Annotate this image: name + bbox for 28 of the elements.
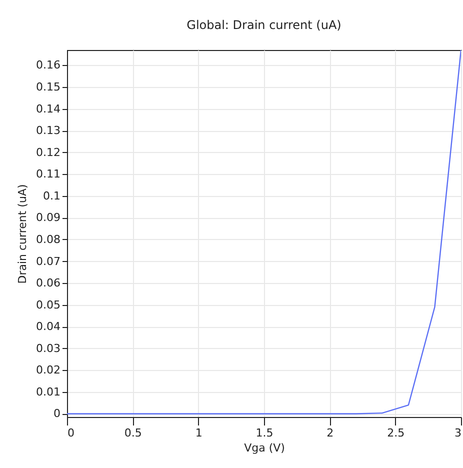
y-tick-label: 0.04 <box>36 320 60 334</box>
chart-title: Global: Drain current (uA) <box>186 18 342 32</box>
y-tick-label: 0.14 <box>36 102 60 116</box>
y-tick-label: 0 <box>54 407 60 420</box>
y-tick-label: 0.07 <box>36 254 60 268</box>
y-tick-label: 0.09 <box>36 211 60 224</box>
x-tick-label: 1.5 <box>256 426 274 440</box>
y-tick-label: 0.01 <box>36 385 60 398</box>
y-tick-label: 0.1 <box>43 189 60 202</box>
x-tick-label: 3 <box>454 426 462 440</box>
y-tick-label: 0.05 <box>36 298 60 312</box>
x-tick-label: 0 <box>68 426 74 440</box>
y-tick-label: 0.15 <box>36 80 60 94</box>
y-axis-title: Drain current (uA) <box>16 184 30 284</box>
x-tick-label: 2.5 <box>387 426 405 440</box>
y-tick-label: 0.06 <box>36 276 60 290</box>
x-tick-label: 2 <box>326 426 334 440</box>
y-tick-label: 0.03 <box>36 342 60 355</box>
y-tick-label: 0.12 <box>36 146 60 159</box>
y-tick-label: 0.02 <box>36 364 60 377</box>
x-axis-title: Vga (V) <box>244 442 285 454</box>
line-series <box>67 50 461 414</box>
y-tick-label: 0.08 <box>36 232 60 246</box>
y-tick-label: 0.13 <box>36 124 60 138</box>
x-tick-label: 0.5 <box>124 426 142 440</box>
y-tick-label: 0.11 <box>36 168 60 181</box>
y-tick-label: 0.16 <box>36 58 60 72</box>
x-tick-label: 1 <box>195 426 202 440</box>
